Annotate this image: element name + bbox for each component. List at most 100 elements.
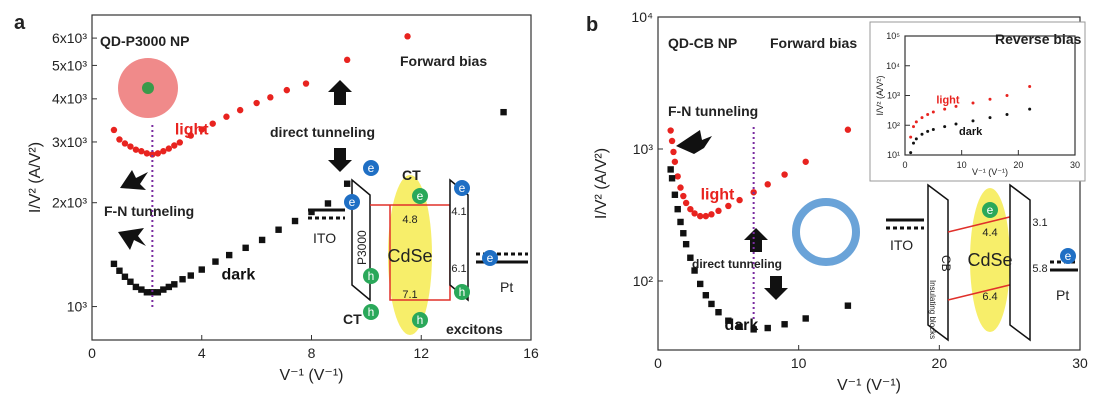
data-point (702, 212, 710, 220)
data-point (844, 302, 852, 309)
data-point (667, 127, 674, 134)
data-point (931, 110, 935, 114)
series (909, 85, 1032, 139)
data-point (223, 113, 230, 120)
y-tick-label: 10⁵ (886, 31, 900, 41)
annotation: 7.1 (402, 289, 417, 301)
data-point (171, 142, 178, 149)
data-point (943, 107, 947, 111)
data-point (171, 281, 178, 288)
data-point (988, 97, 992, 101)
data-point (1028, 85, 1032, 89)
annotation: ITO (313, 230, 336, 246)
band-diagram-a (308, 175, 528, 335)
y-tick-label: 10² (633, 273, 654, 289)
data-point (674, 173, 681, 180)
data-point (143, 289, 151, 296)
data-point (176, 139, 183, 146)
data-point (697, 212, 704, 220)
electron-label: e (349, 195, 356, 209)
data-point (926, 129, 930, 133)
electron-label: e (487, 251, 494, 265)
data-point (500, 108, 507, 116)
data-point (1028, 107, 1032, 111)
annotation: CdSe (967, 250, 1012, 270)
data-point (725, 317, 732, 324)
electron-label: e (417, 189, 424, 203)
data-point (132, 283, 140, 291)
inset: 0 10 20 30 10¹ 10² 10³ 10⁴ 10⁵ V⁻¹ (V⁻¹) I/V² (A/V… (869, 21, 1086, 182)
data-point (160, 286, 167, 293)
data-point (671, 158, 679, 165)
data-point (143, 150, 151, 157)
x-tick-label: 12 (413, 345, 429, 361)
data-point (715, 207, 722, 215)
y-tick-label: 10¹ (887, 150, 900, 160)
data-point (687, 205, 694, 213)
panel-label: a (14, 12, 26, 34)
series-label: light (175, 122, 209, 139)
x-axis-label: V⁻¹ (V⁻¹) (837, 377, 901, 394)
data-point (116, 136, 123, 143)
data-point (725, 202, 732, 210)
data-point (198, 266, 205, 273)
annotation: Forward bias (400, 53, 487, 69)
y-tick-label: 10³ (887, 91, 900, 101)
series (909, 107, 1032, 155)
annotation: CT (343, 311, 362, 327)
data-point (1005, 112, 1009, 116)
data-point (954, 122, 958, 126)
data-point (943, 125, 947, 129)
data-point (127, 143, 134, 150)
x-axis-label: V⁻¹ (V⁻¹) (972, 167, 1008, 177)
annotation: Insulating blocks (928, 280, 937, 339)
x-tick-label: 0 (654, 355, 662, 371)
data-point (121, 140, 129, 147)
electron-label: e (368, 161, 375, 175)
annotation: 4.1 (451, 206, 466, 218)
x-tick-label: 30 (1070, 160, 1080, 170)
y-tick-label: 10⁴ (886, 61, 900, 71)
carriers-b: e e (982, 202, 1076, 264)
data-point (302, 80, 310, 87)
x-tick-label: 4 (198, 345, 206, 361)
data-point (671, 191, 679, 198)
data-point (931, 127, 935, 131)
annotation: 6.1 (451, 263, 466, 275)
data-point (165, 283, 173, 291)
annotation: 4.4 (982, 227, 997, 239)
annotation: Forward bias (770, 35, 857, 51)
x-tick-label: 10 (957, 160, 967, 170)
series (110, 108, 507, 296)
data-point (702, 292, 710, 299)
annotation: direct tunneling (270, 124, 375, 140)
data-point (154, 289, 162, 296)
x-tick-label: 0 (902, 160, 907, 170)
data-point (750, 326, 757, 333)
y-tick-label: 6x10³ (52, 30, 87, 46)
hole-label: h (368, 305, 375, 319)
data-point (154, 150, 162, 157)
data-point (291, 217, 299, 225)
data-point (844, 126, 852, 133)
annotation: ITO (890, 237, 913, 253)
data-point (138, 286, 145, 293)
series-label: dark (724, 317, 758, 334)
data-point (283, 86, 291, 94)
data-point (715, 309, 722, 316)
y-axis-label: I/V² (A/V²) (875, 75, 885, 115)
series (667, 126, 852, 220)
x-tick-label: 0 (88, 345, 96, 361)
panel-label: b (586, 14, 598, 36)
electron-label: e (459, 181, 466, 195)
annotation: F-N tunneling (668, 103, 758, 119)
data-point (667, 166, 674, 173)
data-point (954, 104, 958, 108)
data-point (912, 141, 915, 145)
data-point (909, 151, 913, 155)
data-point (138, 148, 145, 155)
series-label: light (701, 186, 735, 203)
x-tick-label: 20 (932, 355, 948, 371)
data-point (209, 120, 216, 127)
annotation: Reverse bias (995, 31, 1082, 47)
